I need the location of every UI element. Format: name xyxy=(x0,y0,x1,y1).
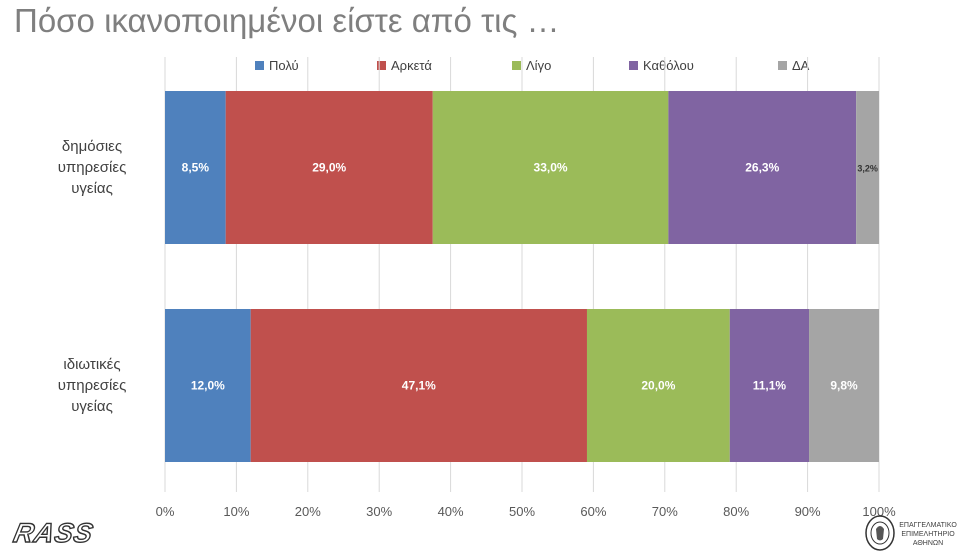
data-label: 47,1% xyxy=(402,379,436,393)
x-tick-label: 30% xyxy=(366,504,392,519)
legend-label: Λίγο xyxy=(526,58,552,73)
category-label: ιδιωτικές υπηρεσίες υγείας xyxy=(22,354,162,417)
bar-segment xyxy=(165,91,226,244)
rass-logo: RASS xyxy=(10,517,97,548)
bar-segment xyxy=(729,309,810,462)
bar-segment xyxy=(165,309,251,462)
bar-segment xyxy=(586,309,730,462)
x-tick-label: 50% xyxy=(509,504,535,519)
data-label: 8,5% xyxy=(182,161,210,175)
data-label: 11,1% xyxy=(753,379,787,393)
x-tick-label: 20% xyxy=(295,504,321,519)
legend-item: Αρκετά xyxy=(377,58,432,73)
legend-item: Καθόλου xyxy=(629,58,694,73)
data-label: 20,0% xyxy=(641,379,675,393)
chart-legend: Πολύ Αρκετά Λίγο Καθόλου ΔΑ xyxy=(200,58,900,80)
x-tick-label: 60% xyxy=(580,504,606,519)
legend-swatch xyxy=(377,61,386,70)
legend-label: ΔΑ xyxy=(792,58,810,73)
legend-label: Πολύ xyxy=(269,58,299,73)
x-tick-label: 40% xyxy=(438,504,464,519)
x-tick-label: 0% xyxy=(156,504,175,519)
category-label-line: δημόσιες xyxy=(61,138,123,155)
data-label: 33,0% xyxy=(534,161,568,175)
category-label-line: υπηρεσίες xyxy=(57,377,127,394)
x-tick-label: 90% xyxy=(795,504,821,519)
legend-swatch xyxy=(629,61,638,70)
x-tick-label: 70% xyxy=(652,504,678,519)
category-label-line: ιδιωτικές xyxy=(63,356,121,373)
legend-item: Λίγο xyxy=(512,58,551,73)
x-tick-label: 100% xyxy=(862,504,896,519)
chamber-name-line-2: ΕΠΙΜΕΛΗΤΗΡΙΟ xyxy=(901,531,955,538)
legend-swatch xyxy=(255,61,264,70)
legend-swatch xyxy=(778,61,787,70)
data-label: 29,0% xyxy=(312,161,346,175)
legend-label: Αρκετά xyxy=(391,58,432,73)
data-label: 3,2% xyxy=(857,164,878,174)
category-label-line: υγείας xyxy=(71,398,113,415)
x-tick-label: 80% xyxy=(723,504,749,519)
chamber-seal-icon xyxy=(865,515,895,551)
category-label: δημόσιες υπηρεσίες υγείας xyxy=(22,136,162,199)
chart-title: Πόσο ικανοποιημένοι είστε από τις … xyxy=(14,2,560,39)
bar-segment xyxy=(856,91,879,244)
bar-segment xyxy=(432,91,669,244)
chamber-name: ΕΠΑΓΓΕΛΜΑΤΙΚΟ ΕΠΙΜΕΛΗΤΗΡΙΟ ΑΘΗΝΩΝ xyxy=(897,521,959,548)
bar-segment xyxy=(250,309,587,462)
data-label: 26,3% xyxy=(745,161,779,175)
bar-segment xyxy=(809,309,879,462)
bar-segment xyxy=(668,91,857,244)
legend-swatch xyxy=(512,61,521,70)
legend-item: Πολύ xyxy=(255,58,299,73)
category-label-line: υγείας xyxy=(71,180,113,197)
chamber-name-line-3: ΑΘΗΝΩΝ xyxy=(912,540,944,547)
legend-label: Καθόλου xyxy=(643,58,694,73)
category-label-line: υπηρεσίες xyxy=(57,159,127,176)
chamber-name-line-1: ΕΠΑΓΓΕΛΜΑΤΙΚΟ xyxy=(899,522,957,529)
x-tick-label: 10% xyxy=(223,504,249,519)
data-label: 9,8% xyxy=(830,379,858,393)
data-label: 12,0% xyxy=(191,379,225,393)
bar-segment xyxy=(225,91,433,244)
legend-item: ΔΑ xyxy=(778,58,809,73)
